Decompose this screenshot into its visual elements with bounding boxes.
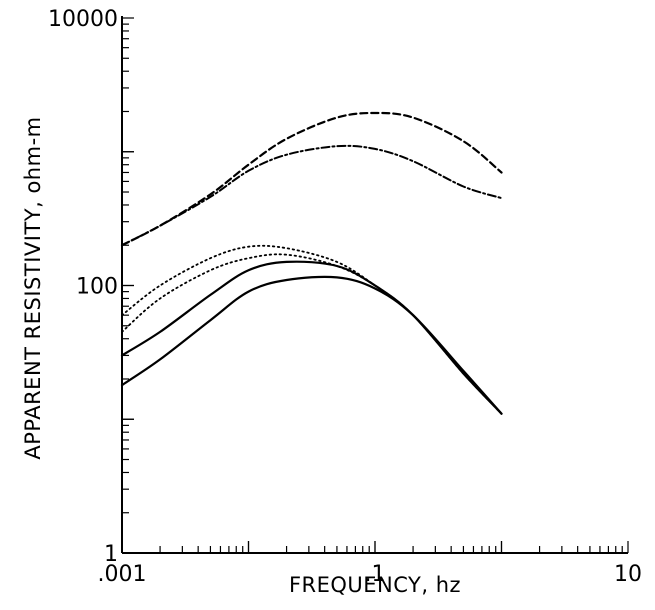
x-tick-label: 10 [614,562,642,587]
y-tick-label: 1 [104,542,118,567]
y-tick-label: 100 [76,275,118,300]
series-line-4-dotted [121,253,503,415]
curves [120,111,503,415]
x-tick-label: .001 [98,562,147,587]
ticks [121,17,629,554]
series-line-2-dash-dot [121,144,503,247]
series-line-3-dotted [121,244,503,415]
x-tick-label: .1 [365,562,386,587]
x-axis-title: FREQUENCY, hz [289,573,461,597]
tick-labels: .001 .1 10 1 100 10000 [48,7,642,587]
y-axis-title: APPARENT RESISTIVITY, ohm-m [21,116,45,459]
series-line-1-dashed [120,111,503,247]
series-line-6-solid [120,275,503,415]
series-line-5-solid [120,260,503,415]
y-tick-label: 10000 [48,7,118,32]
